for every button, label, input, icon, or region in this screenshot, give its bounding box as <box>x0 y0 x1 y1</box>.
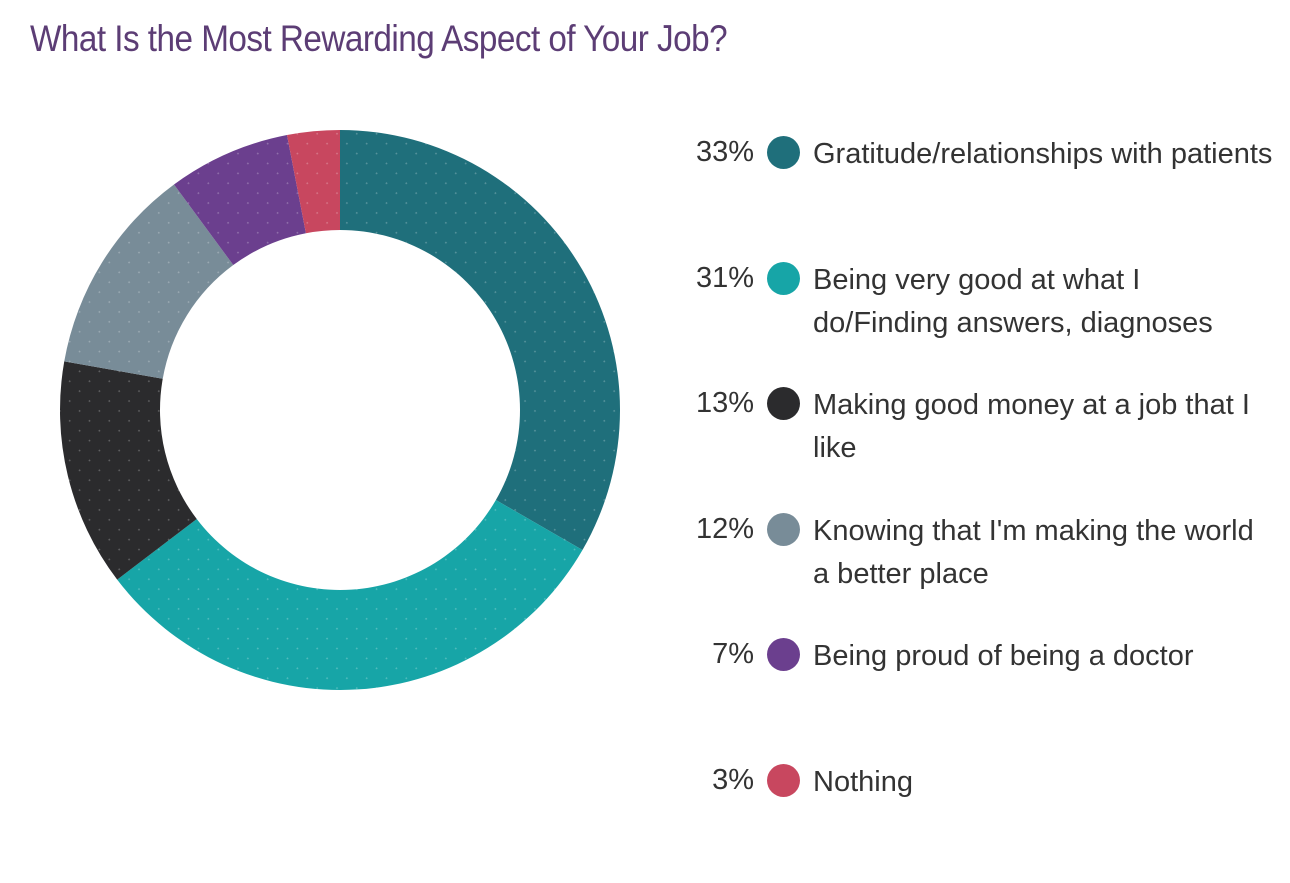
legend-item: 33% Gratitude/relationships with patient… <box>660 130 1280 256</box>
legend-item: 3% Nothing <box>660 758 1280 883</box>
legend-color-dot <box>767 136 800 169</box>
donut-slice-texture <box>117 500 582 690</box>
legend-item: 31% Being very good at what I do/Finding… <box>660 256 1280 382</box>
legend-item: 7% Being proud of being a doctor <box>660 632 1280 758</box>
chart-legend: 33% Gratitude/relationships with patient… <box>660 130 1280 883</box>
legend-item: 13% Making good money at a job that I li… <box>660 381 1280 507</box>
legend-percentage: 3% <box>660 764 754 797</box>
legend-item: 12% Knowing that I'm making the world a … <box>660 507 1280 633</box>
legend-percentage: 33% <box>660 136 754 169</box>
legend-label: Making good money at a job that I like <box>813 384 1273 470</box>
legend-color-dot <box>767 387 800 420</box>
legend-color-dot <box>767 638 800 671</box>
legend-color-dot <box>767 764 800 797</box>
legend-label: Knowing that I'm making the world a bett… <box>813 510 1273 596</box>
legend-percentage: 31% <box>660 262 754 295</box>
legend-label: Being proud of being a doctor <box>813 635 1273 678</box>
legend-label: Nothing <box>813 761 1273 804</box>
donut-slice-texture <box>340 130 620 550</box>
legend-label: Gratitude/relationships with patients <box>813 133 1273 176</box>
legend-color-dot <box>767 513 800 546</box>
legend-percentage: 12% <box>660 513 754 546</box>
legend-percentage: 7% <box>660 638 754 671</box>
legend-percentage: 13% <box>660 387 754 420</box>
donut-slices <box>60 130 620 690</box>
legend-label: Being very good at what I do/Finding ans… <box>813 259 1273 345</box>
donut-chart <box>40 110 640 710</box>
chart-title: What Is the Most Rewarding Aspect of You… <box>30 18 727 60</box>
legend-color-dot <box>767 262 800 295</box>
